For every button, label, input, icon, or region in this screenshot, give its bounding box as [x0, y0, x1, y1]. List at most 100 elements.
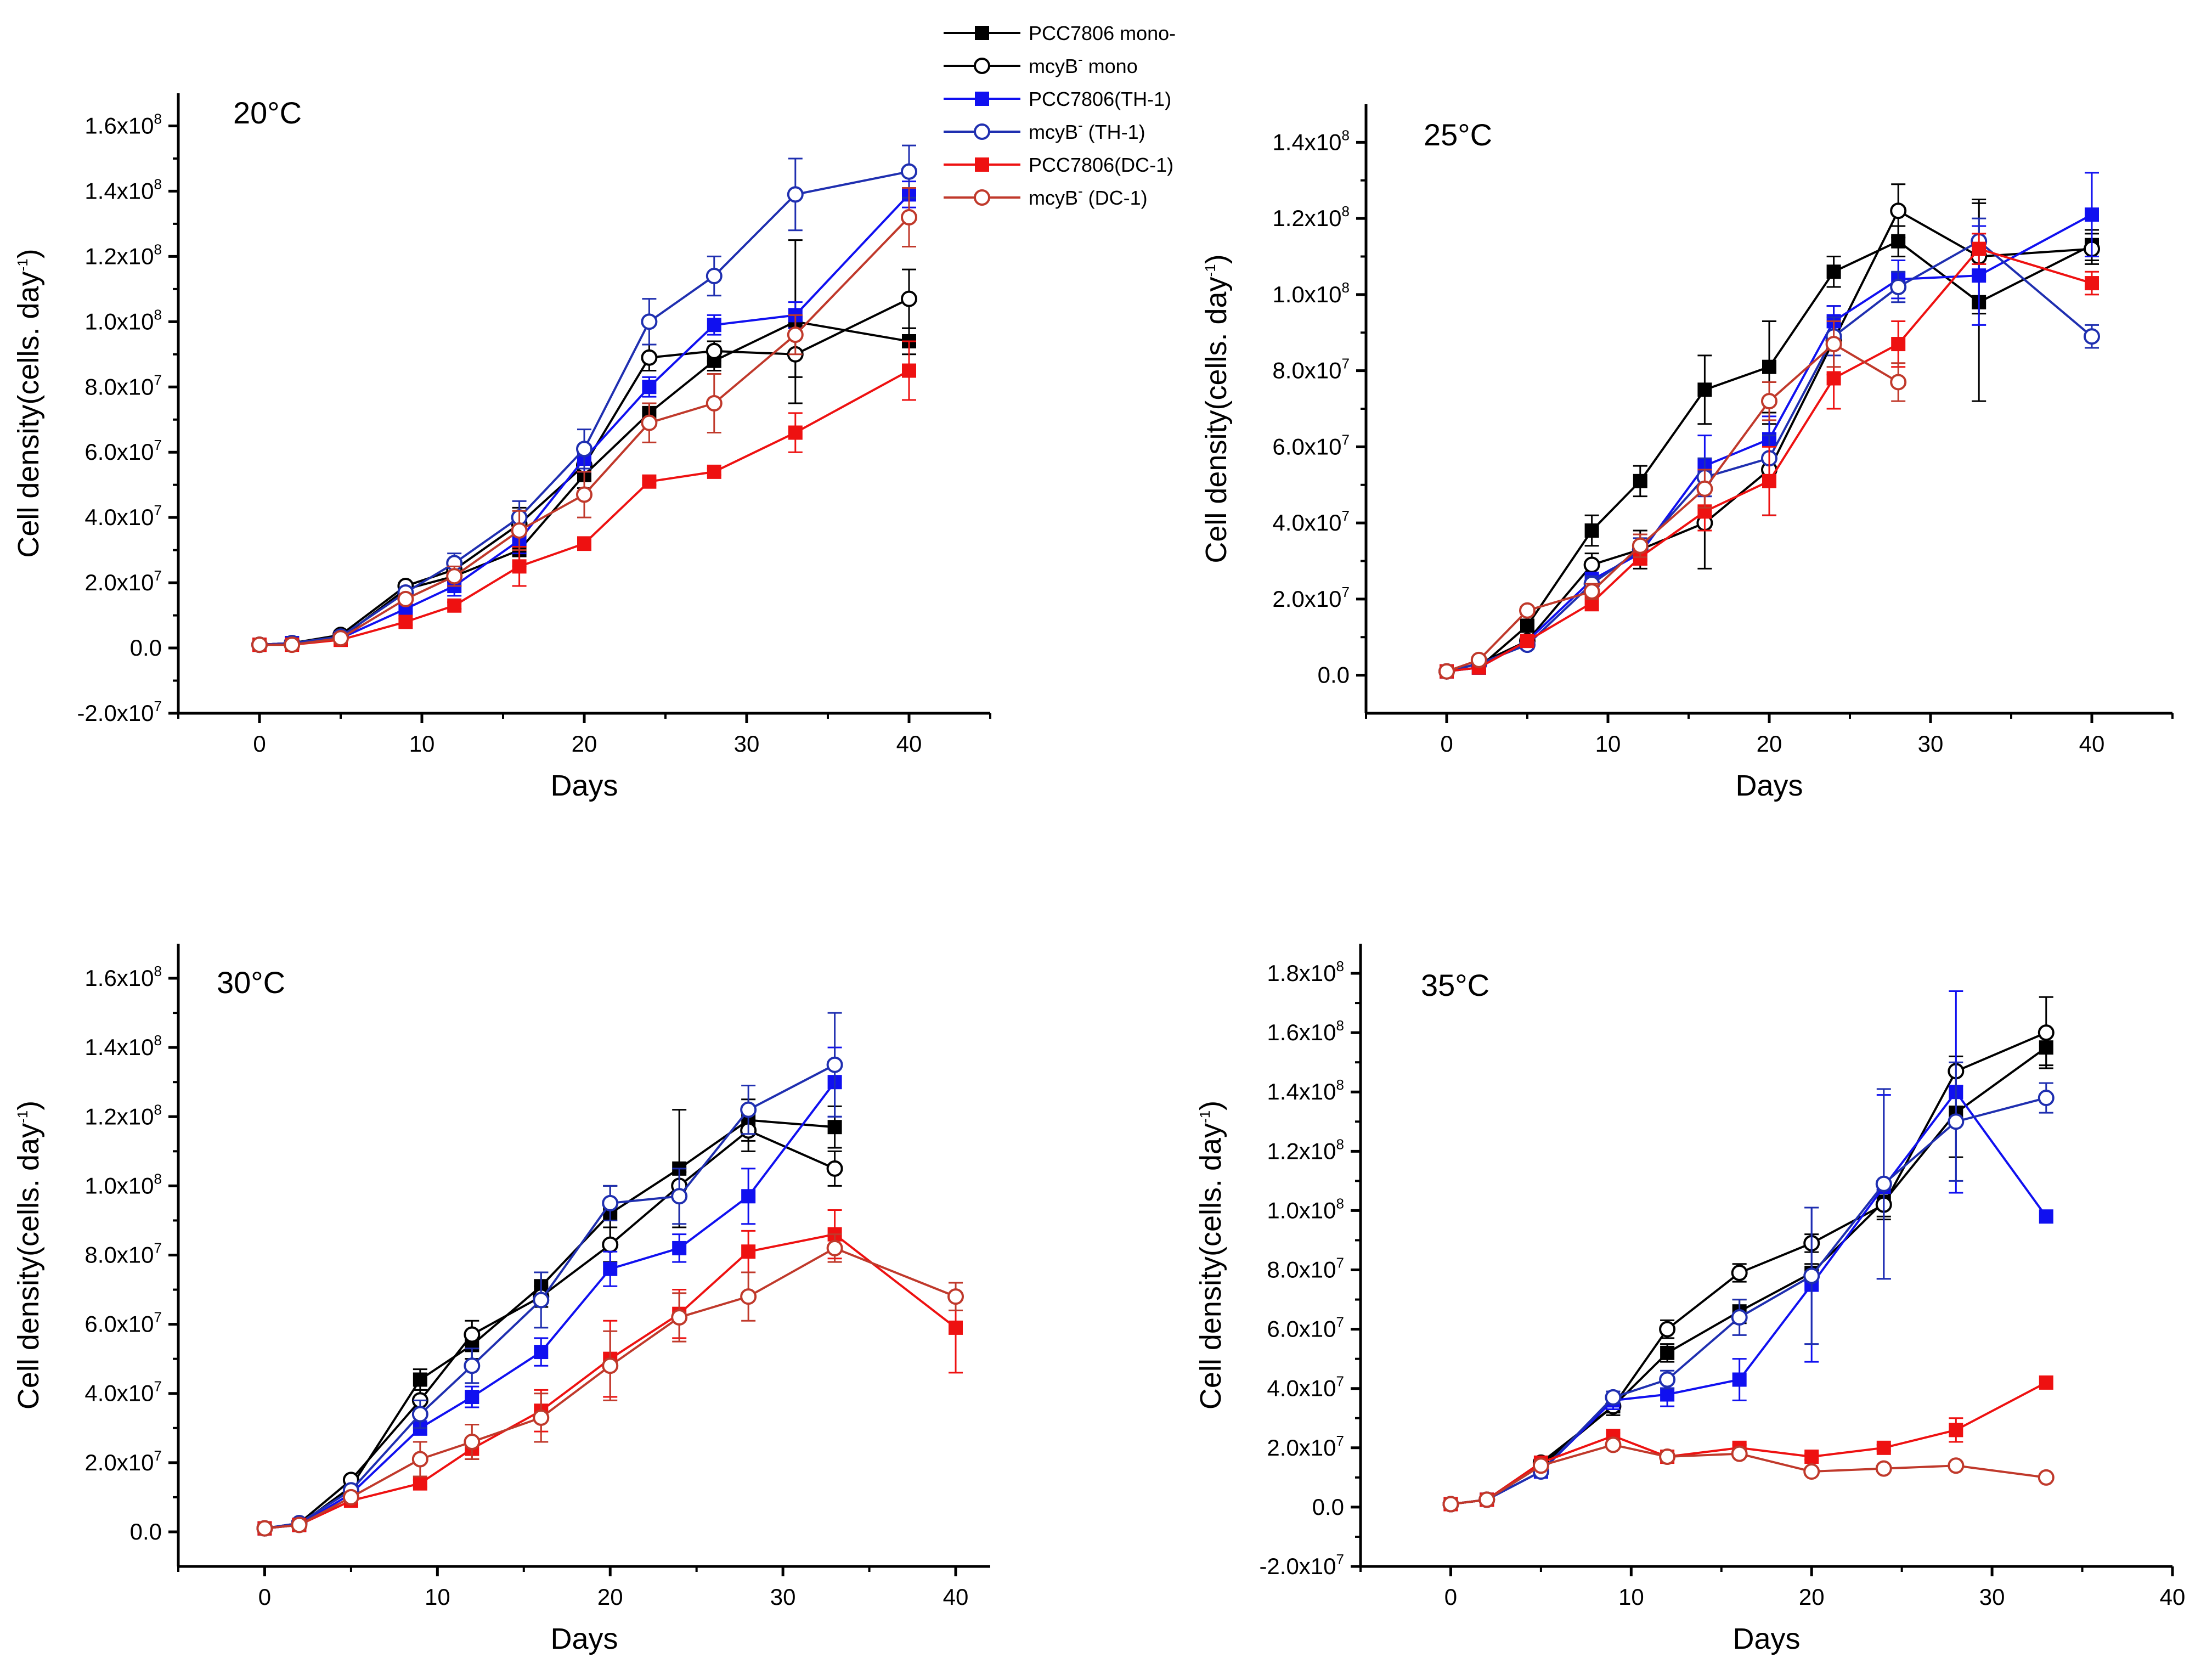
y-tick-label: 1.2x108 [1267, 1136, 1344, 1164]
y-tick-label: 4.0x107 [84, 502, 162, 530]
data-point [533, 1409, 550, 1426]
series-mcyb-dc-1 [256, 1233, 964, 1537]
series-line [1451, 1097, 2047, 1506]
data-point [1660, 1345, 1675, 1360]
data-point [1697, 382, 1712, 397]
data-point [1803, 1267, 1820, 1284]
data-point [741, 1244, 756, 1259]
x-tick-label: 40 [943, 1584, 969, 1610]
data-point [1659, 1448, 1676, 1465]
x-tick-label: 20 [572, 731, 597, 757]
data-point [1519, 602, 1536, 619]
data-point [787, 326, 804, 343]
data-point [706, 342, 723, 359]
y-tick-label: 1.0x108 [84, 306, 162, 334]
y-tick-label: 2.0x107 [1272, 584, 1350, 612]
y-tick-label: 1.4x108 [1267, 1076, 1344, 1104]
data-point [464, 1434, 481, 1450]
data-point [1825, 336, 1842, 353]
data-point [1890, 279, 1907, 295]
data-point [413, 1372, 427, 1387]
legend-label: mcyB- mono [1029, 51, 1138, 77]
data-point [787, 186, 804, 203]
series-line [264, 1081, 836, 1530]
data-point [576, 441, 592, 458]
y-tick-label: 1.2x108 [84, 1101, 162, 1129]
data-point [256, 1520, 273, 1537]
y-tick-label: 1.6x108 [84, 963, 162, 991]
legend-marker [974, 189, 990, 206]
x-tick-label: 0 [258, 1584, 271, 1610]
data-point [602, 1236, 619, 1253]
data-point [446, 568, 463, 585]
data-point [2084, 328, 2100, 345]
data-point [1520, 634, 1534, 649]
legend-item-mcyb-th-1: mcyB- (TH-1) [944, 117, 1145, 143]
data-point [1762, 473, 1776, 488]
data-point [577, 536, 591, 551]
y-tick-label: 2.0x107 [1267, 1433, 1344, 1461]
series-pcc7806-dc-1 [1440, 233, 2099, 679]
data-point [707, 318, 721, 332]
y-tick-label: 8.0x107 [1272, 356, 1350, 384]
chart-panel-20c: -2.0x107 0.0 2.0x107 4.0x107 6.0x107 8.0x107 1… [12, 93, 991, 802]
y-tick-label: 6.0x107 [1267, 1314, 1344, 1342]
series-line [264, 1119, 835, 1530]
data-point [332, 630, 349, 647]
series-mcyb-th-1 [256, 1012, 843, 1537]
data-point [464, 1357, 481, 1374]
legend-marker [974, 123, 990, 140]
data-point [740, 1288, 757, 1305]
data-point [1875, 1460, 1892, 1477]
legend-label: PCC7806(DC-1) [1029, 154, 1173, 176]
data-point [1605, 1389, 1622, 1406]
x-axis-title: Days [1732, 1622, 1800, 1655]
legend-item-pcc7806-mono: PCC7806 mono- [944, 22, 1176, 44]
series-pcc7806-th-1 [1440, 172, 2099, 679]
data-point [1876, 1440, 1891, 1455]
data-point [1948, 1457, 1965, 1474]
y-tick-label: 8.0x107 [84, 1240, 162, 1268]
x-tick-label: 20 [1799, 1584, 1825, 1610]
data-point [447, 598, 462, 613]
series-pcc7806-mono [257, 1098, 842, 1536]
data-point [901, 290, 917, 307]
x-tick-label: 10 [425, 1584, 450, 1610]
data-point [2038, 1090, 2055, 1107]
y-tick-label: 6.0x107 [1272, 431, 1350, 459]
x-tick-label: 10 [409, 731, 435, 757]
data-point [602, 1194, 619, 1211]
data-point [398, 615, 413, 629]
legend-marker [975, 92, 989, 106]
x-tick-label: 0 [253, 731, 266, 757]
y-axis-title: Cell density(cells. day-1) [12, 249, 45, 557]
data-point [826, 1160, 843, 1177]
data-point [1520, 618, 1534, 633]
data-point [2038, 1024, 2055, 1041]
data-point [2039, 1375, 2053, 1390]
x-axis-title: Days [1735, 769, 1803, 802]
legend: PCC7806 mono-mcyB- mono PCC7806(TH-1) mcyB… [944, 22, 1176, 209]
y-tick-label: 2.0x107 [84, 567, 162, 595]
data-point [284, 636, 301, 653]
data-point [1890, 374, 1907, 391]
x-tick-label: 40 [896, 731, 922, 757]
data-point [902, 363, 916, 378]
y-tick-label: 0.0 [130, 1519, 162, 1544]
y-tick-label: -2.0x107 [1259, 1551, 1344, 1579]
y-tick-label: 1.0x108 [84, 1170, 162, 1198]
y-tick-label: 6.0x107 [84, 437, 162, 465]
data-point [534, 1345, 549, 1360]
series-mcyb-th-1 [1442, 1061, 2055, 1513]
data-point [1972, 268, 1986, 283]
y-tick-label: 4.0x107 [1267, 1373, 1344, 1401]
data-point [1696, 480, 1713, 497]
x-tick-label: 40 [2079, 731, 2105, 757]
data-point [642, 380, 657, 394]
y-tick-label: 1.6x108 [84, 110, 162, 138]
data-point [1633, 473, 1647, 488]
series-line [259, 170, 910, 646]
legend-label: mcyB- (DC-1) [1029, 183, 1148, 209]
data-point [949, 1320, 963, 1335]
legend-item-mcyb-dc-1: mcyB- (DC-1) [944, 183, 1148, 209]
